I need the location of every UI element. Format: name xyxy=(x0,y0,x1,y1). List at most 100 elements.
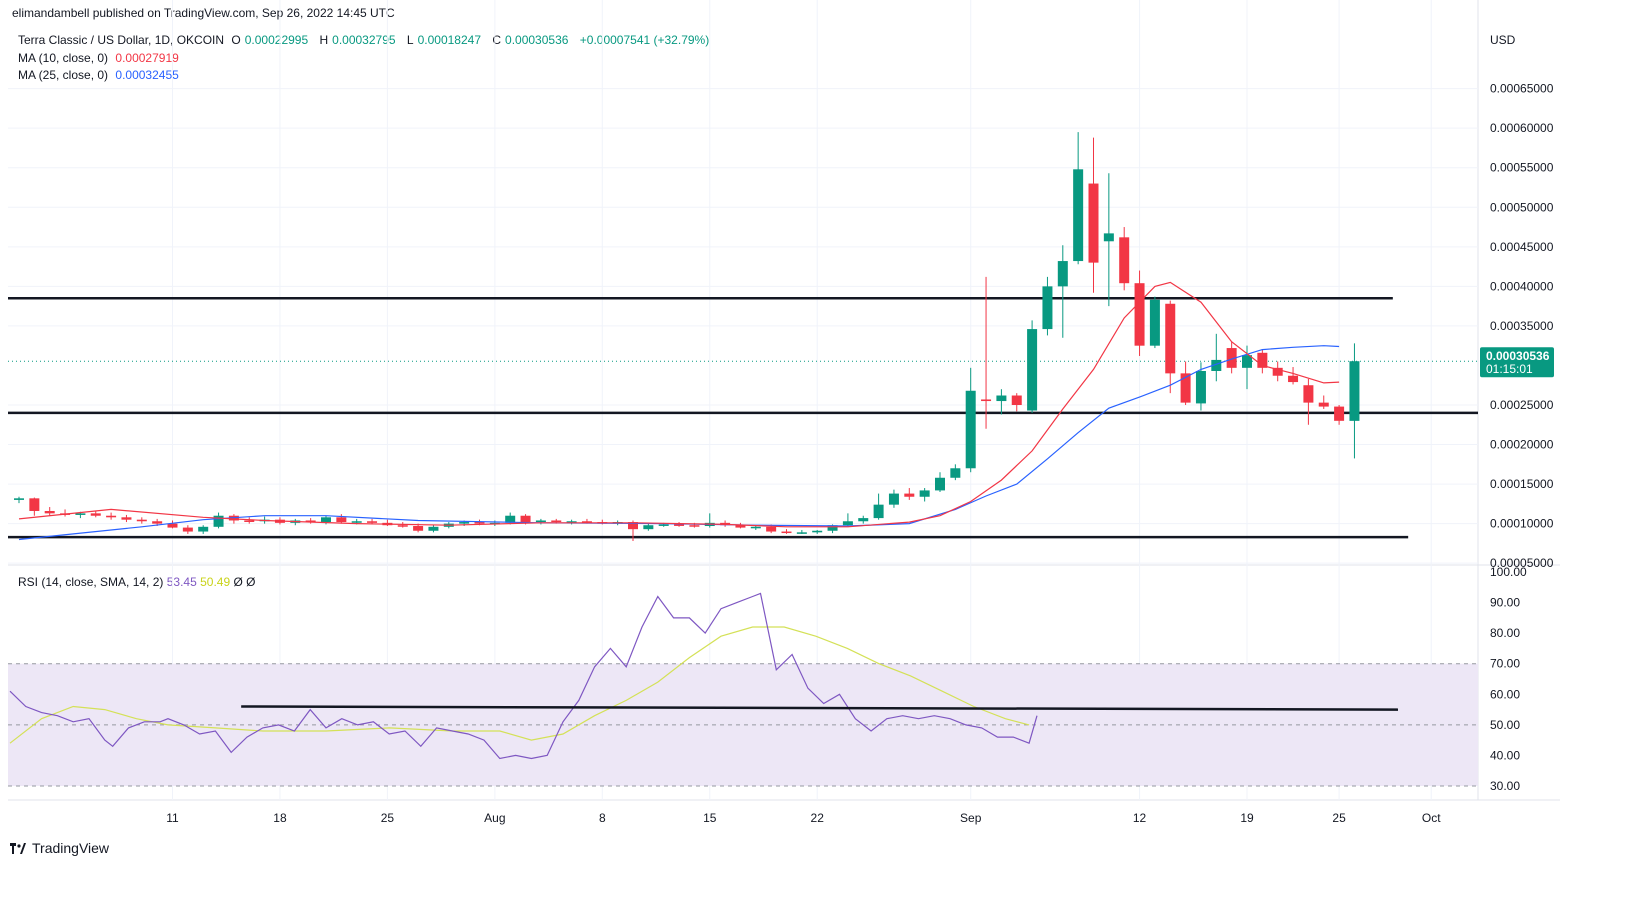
candle-body xyxy=(1226,348,1237,368)
candle-body xyxy=(75,513,86,515)
candle-body xyxy=(367,521,378,523)
candle-body xyxy=(90,513,101,516)
rsi-tick-label: 80.00 xyxy=(1490,626,1520,640)
rsi-value: 53.45 xyxy=(166,575,197,589)
rsi-tick-label: 50.00 xyxy=(1490,718,1520,732)
ohlc-high: H 0.00032795 xyxy=(319,33,396,47)
time-tick-label: 22 xyxy=(811,811,825,825)
candle-body xyxy=(766,526,777,532)
time-tick-label: 12 xyxy=(1133,811,1147,825)
price-tick-label: 0.00055000 xyxy=(1490,161,1554,175)
candle-body xyxy=(1057,261,1068,287)
candle-body xyxy=(397,525,408,527)
rsi-tick-label: 100.00 xyxy=(1490,565,1527,579)
currency-label[interactable]: USD xyxy=(1490,33,1516,47)
candle-body xyxy=(1318,402,1329,407)
candle-body xyxy=(1073,169,1084,262)
candle-body xyxy=(689,525,700,527)
candle-body xyxy=(321,517,331,523)
rsi-tick-label: 40.00 xyxy=(1490,748,1520,762)
rsi-value-4: Ø xyxy=(246,575,256,589)
price-tick-label: 0.00015000 xyxy=(1490,477,1554,491)
candle-body xyxy=(950,468,961,478)
candle-body xyxy=(1211,359,1222,371)
candle-body xyxy=(1027,329,1038,411)
candle-body xyxy=(1272,367,1283,376)
candle-body xyxy=(244,520,255,522)
candle-body xyxy=(628,522,638,530)
price-tick-label: 0.00040000 xyxy=(1490,279,1554,293)
candle-body xyxy=(1195,370,1206,404)
time-tick-label: 8 xyxy=(599,811,606,825)
ma25-line xyxy=(18,345,1340,541)
tradingview-brand[interactable]: TradingView xyxy=(10,840,109,856)
rsi-ma-line xyxy=(9,626,1030,744)
candle-body xyxy=(658,524,669,526)
candle-body xyxy=(1349,361,1360,421)
candle-body xyxy=(904,493,915,497)
candle-body xyxy=(14,498,24,500)
candle-body xyxy=(996,395,1007,402)
rsi-tick-label: 60.00 xyxy=(1490,687,1520,701)
candle-body xyxy=(858,518,869,522)
candle-body xyxy=(167,523,178,528)
candle-body xyxy=(981,399,992,402)
candle-body xyxy=(459,522,470,524)
candle-body xyxy=(106,515,117,518)
time-tick-label: Aug xyxy=(484,811,505,825)
price-badge xyxy=(1480,347,1554,378)
ma10-label: MA (10, close, 0) xyxy=(18,51,109,65)
price-tick-label: 0.00050000 xyxy=(1490,200,1554,214)
candle-body xyxy=(888,493,899,505)
candle-body xyxy=(1119,237,1130,284)
ma10-legend[interactable]: MA (10, close, 0) 0.00027919 xyxy=(18,51,183,65)
candle-body xyxy=(428,526,439,531)
ma10-value: 0.00027919 xyxy=(115,51,179,65)
candle-body xyxy=(1011,395,1022,405)
rsi-legend[interactable]: RSI (14, close, SMA, 14, 2) 53.45 50.49 … xyxy=(18,575,256,589)
candle-body xyxy=(643,525,654,530)
candle-body xyxy=(873,504,884,519)
ma25-legend[interactable]: MA (25, close, 0) 0.00032455 xyxy=(18,68,183,82)
tradingview-logo-icon xyxy=(10,842,26,854)
candle-body xyxy=(1103,233,1114,242)
price-tick-label: 0.00035000 xyxy=(1490,319,1554,333)
price-tick-label: 0.00010000 xyxy=(1490,517,1554,531)
candle-body xyxy=(213,515,224,527)
price-tick-label: 0.00025000 xyxy=(1490,398,1554,412)
price-tick-label: 0.00065000 xyxy=(1490,82,1554,96)
candle-body xyxy=(198,526,209,532)
candle-body xyxy=(750,526,761,529)
candle-body xyxy=(305,520,316,523)
rsi-ma-value: 50.49 xyxy=(200,575,231,589)
candle-body xyxy=(1303,385,1314,403)
candle-body xyxy=(781,531,792,534)
candle-body xyxy=(842,521,853,526)
candle-body xyxy=(1257,352,1268,368)
candle-body xyxy=(551,520,562,523)
candle-body xyxy=(674,524,685,526)
candle-body xyxy=(474,522,485,524)
ohlc-open: O 0.00022995 xyxy=(231,33,309,47)
candle-body xyxy=(535,520,546,523)
candle-body xyxy=(520,515,531,523)
candle-body xyxy=(336,517,347,523)
time-tick-label: 18 xyxy=(273,811,287,825)
rsi-label: RSI (14, close, SMA, 14, 2) xyxy=(18,575,164,589)
time-tick-label: 11 xyxy=(166,811,179,825)
candle-body xyxy=(121,517,132,520)
candle-body xyxy=(1288,375,1299,383)
rsi-tick-label: 70.00 xyxy=(1490,657,1520,671)
candle-body xyxy=(1334,406,1345,421)
ma10-line xyxy=(18,281,1340,528)
time-tick-label: Sep xyxy=(960,811,982,825)
price-tick-label: 0.00060000 xyxy=(1490,121,1554,135)
price-badge-countdown: 01:15:01 xyxy=(1486,362,1533,376)
rsi-value-3: Ø xyxy=(233,575,243,589)
price-tick-label: 0.00020000 xyxy=(1490,438,1554,452)
candle-body xyxy=(965,390,976,469)
candle-body xyxy=(812,530,823,533)
brand-name: TradingView xyxy=(32,840,110,856)
candle-body xyxy=(505,515,516,523)
